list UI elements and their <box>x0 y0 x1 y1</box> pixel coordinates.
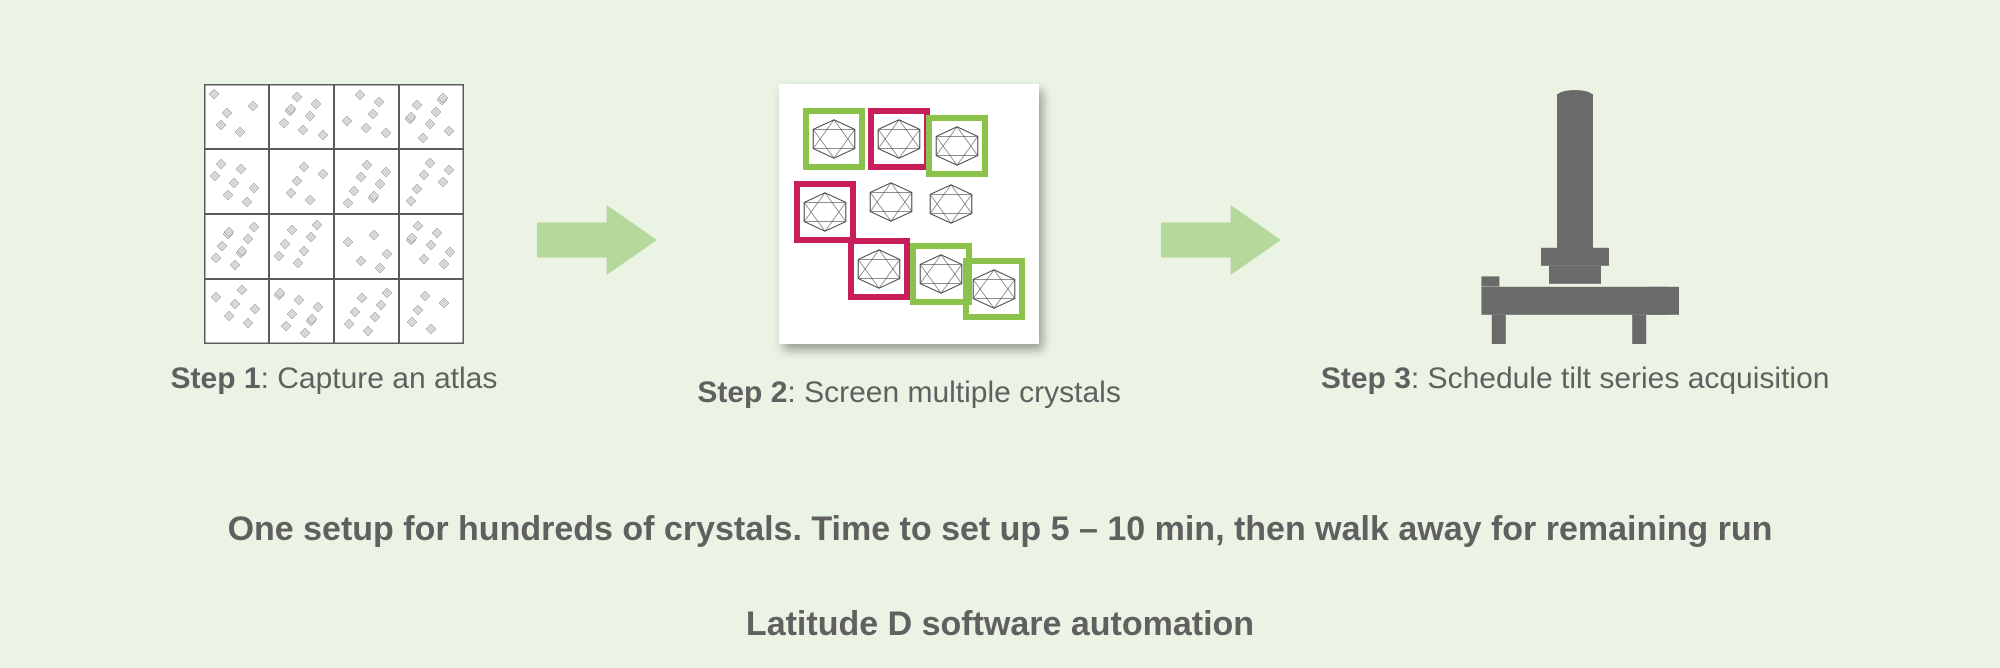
atlas-grid-graphic <box>204 84 464 344</box>
steps-row: Step 1: Capture an atlas Step 2: Screen … <box>0 70 2000 410</box>
step2-label-bold: Step 2 <box>697 376 787 409</box>
footer-line2: Latitude D software automation <box>0 605 2000 644</box>
arrow-right-icon <box>1161 205 1281 275</box>
step3-panel: Step 3: Schedule tilt series acquisition <box>1321 84 1830 396</box>
step1-label-bold: Step 1 <box>171 362 261 395</box>
crystal-screening-graphic <box>765 70 1053 358</box>
step3-label-bold: Step 3 <box>1321 362 1411 395</box>
step2-label-rest: : Screen multiple crystals <box>787 376 1120 409</box>
footer-line1: One setup for hundreds of crystals. Time… <box>0 510 2000 549</box>
step3-label-rest: : Schedule tilt series acquisition <box>1411 362 1830 395</box>
step1-caption: Step 1: Capture an atlas <box>171 362 498 396</box>
step3-caption: Step 3: Schedule tilt series acquisition <box>1321 362 1830 396</box>
arrow-right-icon <box>537 205 657 275</box>
microscope-graphic <box>1445 84 1705 344</box>
step1-label-rest: : Capture an atlas <box>261 362 498 395</box>
step2-panel: Step 2: Screen multiple crystals <box>697 70 1120 410</box>
step2-caption: Step 2: Screen multiple crystals <box>697 376 1120 410</box>
step1-panel: Step 1: Capture an atlas <box>171 84 498 396</box>
diagram-canvas: Step 1: Capture an atlas Step 2: Screen … <box>0 0 2000 668</box>
